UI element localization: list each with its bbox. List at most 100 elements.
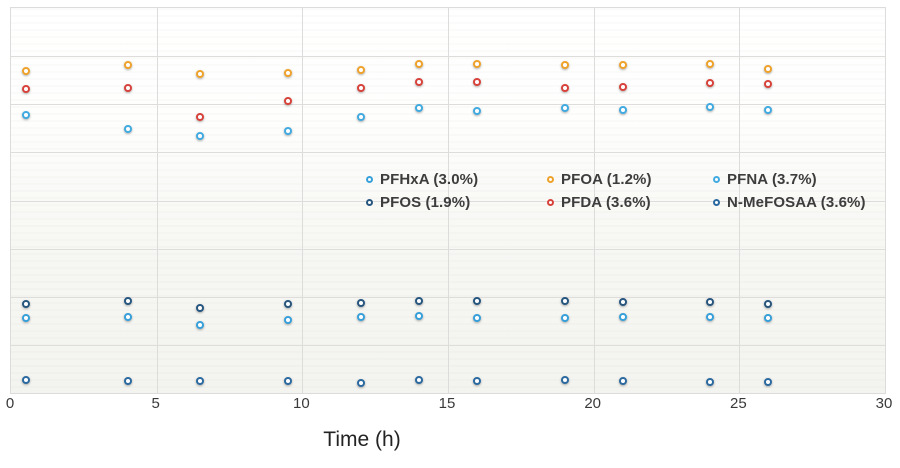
data-point-n-mefosaa bbox=[356, 378, 365, 387]
legend-label-pfoa: PFOA (1.2%) bbox=[561, 171, 652, 188]
data-point-pfos bbox=[356, 299, 365, 307]
data-point-pfda bbox=[618, 82, 627, 91]
data-point-pfos bbox=[560, 297, 569, 306]
x-tick-label: 10 bbox=[292, 395, 310, 412]
legend-item-pfna[interactable]: PFNA (3.7%) bbox=[713, 171, 866, 188]
pfoa-marker-icon bbox=[547, 176, 554, 183]
data-point-pfhxa bbox=[706, 312, 715, 321]
data-point-pfos bbox=[764, 299, 773, 308]
data-point-pfoa bbox=[196, 69, 205, 78]
data-point-pfoa bbox=[560, 60, 569, 69]
gridline-horizontal bbox=[11, 344, 885, 346]
data-point-pfoa bbox=[356, 65, 365, 74]
data-point-pfna bbox=[356, 112, 365, 121]
data-point-pfhxa bbox=[21, 313, 30, 322]
legend-label-pfna: PFNA (3.7%) bbox=[727, 171, 817, 188]
gridline-horizontal bbox=[11, 104, 885, 106]
data-point-pfda bbox=[21, 84, 30, 93]
legend-item-n-mefosaa[interactable]: N-MeFOSAA (3.6%) bbox=[713, 194, 866, 211]
n-mefosaa-marker-icon bbox=[713, 199, 720, 206]
data-point-pfos bbox=[283, 299, 292, 308]
legend-item-pfoa[interactable]: PFOA (1.2%) bbox=[547, 171, 713, 188]
data-point-pfna bbox=[618, 106, 627, 115]
gridline-horizontal bbox=[11, 248, 885, 250]
data-point-pfda bbox=[356, 83, 365, 92]
legend-label-pfos: PFOS (1.9%) bbox=[380, 194, 471, 211]
data-point-pfoa bbox=[473, 59, 482, 68]
data-point-n-mefosaa bbox=[764, 377, 773, 386]
data-point-n-mefosaa bbox=[283, 376, 292, 385]
data-point-pfhxa bbox=[283, 315, 292, 324]
data-point-pfos bbox=[473, 297, 482, 306]
gridline-horizontal bbox=[11, 200, 885, 202]
data-point-pfna bbox=[123, 124, 132, 133]
data-point-pfna bbox=[414, 103, 423, 112]
data-point-pfda bbox=[123, 83, 132, 92]
x-axis-title: Time (h) bbox=[323, 428, 401, 451]
data-point-pfna bbox=[283, 126, 292, 135]
x-tick-label: 5 bbox=[151, 395, 160, 412]
data-point-pfos bbox=[706, 298, 715, 307]
pfna-marker-icon bbox=[713, 176, 720, 183]
gridline-horizontal bbox=[11, 56, 885, 58]
chart-legend: PFHxA (3.0%) PFOA (1.2%) PFNA (3.7%) PFO… bbox=[366, 171, 866, 211]
data-point-pfhxa bbox=[560, 313, 569, 322]
data-point-pfos bbox=[123, 297, 132, 306]
data-point-pfda bbox=[283, 96, 292, 105]
data-point-pfhxa bbox=[196, 321, 205, 330]
gridline-horizontal bbox=[11, 152, 885, 154]
x-tick-label: 25 bbox=[729, 395, 747, 412]
x-tick-label: 15 bbox=[438, 395, 456, 412]
data-point-n-mefosaa bbox=[706, 377, 715, 386]
data-point-pfna bbox=[560, 103, 569, 112]
data-point-pfda bbox=[196, 112, 205, 121]
data-point-pfhxa bbox=[473, 313, 482, 322]
data-point-n-mefosaa bbox=[560, 376, 569, 384]
legend-label-pfhxa: PFHxA (3.0%) bbox=[380, 171, 479, 188]
x-tick-label: 0 bbox=[5, 395, 15, 412]
data-point-pfos bbox=[21, 299, 30, 308]
data-point-pfhxa bbox=[618, 312, 627, 321]
data-point-pfos bbox=[414, 297, 423, 306]
data-point-pfoa bbox=[764, 64, 773, 73]
data-point-pfna bbox=[706, 102, 715, 111]
pfda-marker-icon bbox=[547, 199, 554, 206]
data-point-pfda bbox=[764, 80, 773, 89]
data-point-pfna bbox=[473, 106, 482, 115]
plot-area: PFHxA (3.0%) PFOA (1.2%) PFNA (3.7%) PFO… bbox=[10, 7, 886, 394]
data-point-n-mefosaa bbox=[473, 376, 482, 385]
data-point-n-mefosaa bbox=[21, 376, 30, 384]
data-point-pfda bbox=[414, 77, 423, 86]
data-point-n-mefosaa bbox=[414, 376, 423, 384]
data-point-pfhxa bbox=[764, 313, 773, 322]
gridline-horizontal bbox=[11, 296, 885, 298]
data-point-n-mefosaa bbox=[123, 376, 132, 385]
data-point-pfda bbox=[706, 79, 715, 88]
x-tick-label: 30 bbox=[875, 395, 893, 412]
data-point-pfoa bbox=[283, 68, 292, 77]
legend-label-pfda: PFDA (3.6%) bbox=[561, 194, 651, 211]
data-point-pfoa bbox=[618, 60, 627, 69]
x-tick-label: 20 bbox=[584, 395, 601, 412]
legend-label-n-mefosaa: N-MeFOSAA (3.6%) bbox=[727, 194, 866, 211]
legend-item-pfda[interactable]: PFDA (3.6%) bbox=[547, 194, 713, 211]
legend-item-pfos[interactable]: PFOS (1.9%) bbox=[366, 194, 547, 211]
data-point-pfoa bbox=[414, 59, 423, 68]
data-point-pfos bbox=[196, 303, 205, 312]
data-point-pfna bbox=[21, 110, 30, 119]
data-point-n-mefosaa bbox=[196, 376, 205, 385]
data-point-pfhxa bbox=[123, 312, 132, 321]
data-point-pfhxa bbox=[414, 312, 423, 320]
data-point-n-mefosaa bbox=[618, 376, 627, 385]
data-point-pfos bbox=[618, 298, 627, 307]
pfos-marker-icon bbox=[366, 199, 373, 206]
data-point-pfoa bbox=[21, 67, 30, 76]
legend-item-pfhxa[interactable]: PFHxA (3.0%) bbox=[366, 171, 547, 188]
data-point-pfda bbox=[473, 77, 482, 86]
data-point-pfoa bbox=[123, 60, 132, 69]
pfhxa-marker-icon bbox=[366, 176, 373, 183]
data-point-pfoa bbox=[706, 59, 715, 68]
data-point-pfda bbox=[560, 83, 569, 92]
data-point-pfna bbox=[196, 132, 205, 140]
